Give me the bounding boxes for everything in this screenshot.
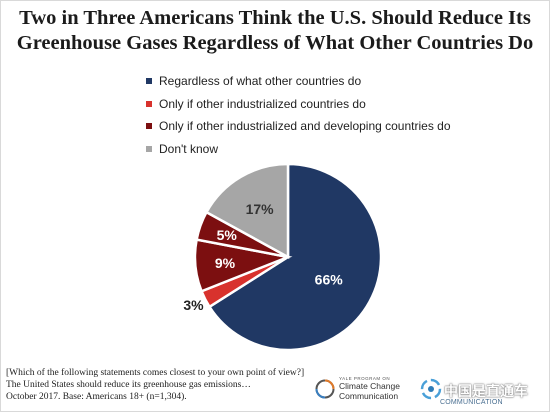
legend-label-dont-know: Don't know (159, 141, 218, 156)
legend-swatch-industrialized-and-developing (146, 123, 152, 129)
ycc-logo-line-1: Climate Change (339, 381, 400, 391)
footnote-question: [Which of the following statements comes… (6, 368, 305, 378)
footnote: [Which of the following statements comes… (6, 367, 316, 403)
ycc-logo-small-text: YALE PROGRAM ON (339, 376, 391, 381)
ycc-logo: YALE PROGRAM ON Climate Change Communica… (315, 376, 400, 401)
watermark-sub-text: COMMUNICATION (440, 399, 503, 406)
slice-industrialized-and-developing-label: 9% (215, 255, 236, 271)
footnote-base: October 2017. Base: Americans 18+ (n=1,3… (6, 392, 187, 402)
legend-swatch-dont-know (146, 145, 152, 152)
chart-title-line-1: Two in Three Americans Think the U.S. Sh… (19, 7, 531, 29)
chart-legend: Regardless of what other countries do On… (146, 72, 546, 162)
legend-swatch-industrialized (146, 100, 152, 107)
chart-title: Two in Three Americans Think the U.S. Sh… (0, 6, 550, 56)
slice-dont-know-label: 17% (246, 201, 275, 217)
footnote-statement: The United States should reduce its gree… (6, 380, 251, 390)
ycc-logo-line-2: Communication (339, 390, 399, 401)
legend-label-industrialized: Only if other industrialized countries d… (159, 96, 366, 111)
slice-dont-know (204, 162, 290, 260)
legend-item-dont-know: Don't know (146, 140, 546, 158)
slice-regardless (207, 162, 383, 352)
watermark-logo: 中国是直通车 COMMUNICATION (420, 378, 548, 408)
chart-title-line-2: Greenhouse Gases Regardless of What Othe… (16, 32, 534, 54)
watermark-logo-icon (420, 378, 442, 400)
ycc-logo-icon (315, 379, 335, 398)
legend-item-regardless: Regardless of what other countries do (146, 72, 546, 90)
legend-label-industrialized-and-developing: Only if other industrialized and develop… (159, 119, 451, 133)
slice-industrialized-label: 3% (183, 297, 204, 313)
watermark-main-text: 中国是直通车 (444, 383, 528, 399)
legend-label-regardless: Regardless of what other countries do (159, 74, 362, 88)
legend-item-industrialized-and-developing: Only if other industrialized and develop… (146, 117, 546, 135)
slice-regardless-label: 66% (315, 271, 344, 287)
legend-item-industrialized: Only if other industrialized countries d… (146, 95, 546, 113)
legend-swatch-regardless (146, 78, 152, 84)
slice-industrialized-and-developing-small-label: 5% (217, 227, 238, 243)
